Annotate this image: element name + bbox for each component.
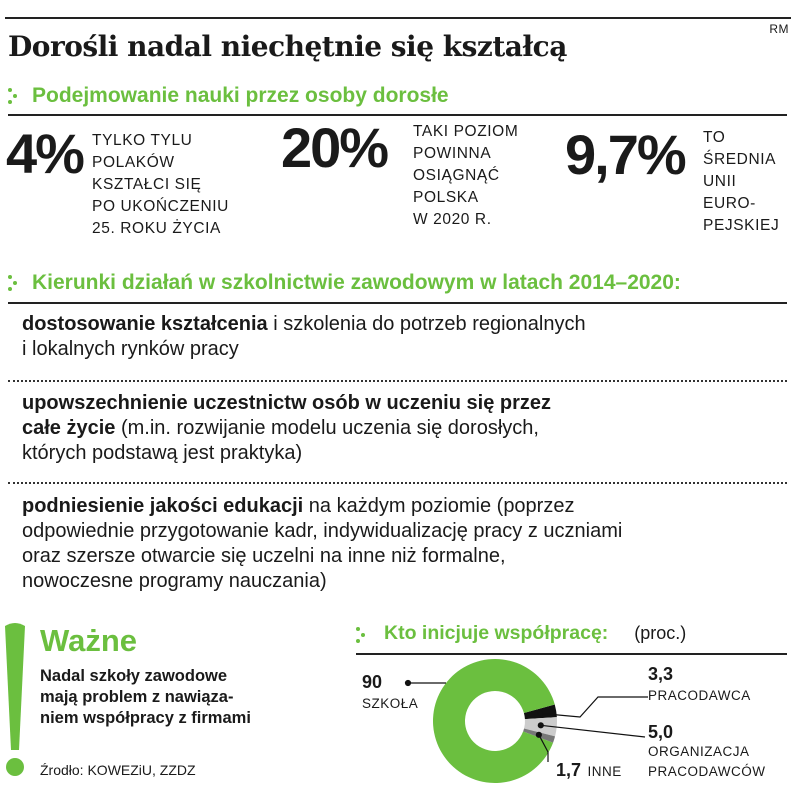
list-item-text: na każdym poziomie (poprzez odpowiednie … (22, 495, 623, 592)
leader-inne (538, 734, 549, 762)
divider (8, 380, 787, 382)
section1-heading: Podejmowanie nauki przez osoby dorosłe (8, 84, 449, 108)
leader-pracodawca (540, 696, 648, 718)
list-item: podniesienie jakości edukacji na każdym … (22, 494, 622, 594)
chart-rule (356, 653, 787, 655)
section2-heading-text: Kierunki działań w szkolnictwie zawodowy… (32, 271, 681, 294)
bullet-icon (8, 87, 22, 105)
leader-pracodawca-dot (537, 710, 544, 717)
corner-mark: RM (769, 22, 789, 36)
list-item-bold: dostosowanie kształcenia (22, 313, 268, 335)
important-text: Nadal szkoły zawodowe mają problem z naw… (40, 667, 251, 727)
inne-label-group: 1,7 INNE (556, 760, 622, 782)
stat-1-desc: TYLKO TYLU POLAKÓW KSZTAŁCI SIĘ PO UKOŃC… (92, 132, 229, 237)
leader-inne-dot (535, 731, 542, 738)
value-szkola: 90 (362, 672, 383, 692)
page-title: Dorośli nadal niechętnie się kształcą (8, 30, 567, 63)
label-szkola: SZKOŁA (362, 696, 419, 711)
bullet-icon (356, 626, 370, 644)
leader-organizacja (540, 724, 646, 738)
value-organizacja: 5,0 (648, 722, 674, 742)
section1-heading-text: Podejmowanie nauki przez osoby dorosłe (32, 84, 449, 107)
donut-slice-szkoła (433, 659, 555, 784)
list-item: upowszechnienie uczestnictw osób w uczen… (22, 391, 551, 466)
label-organizacja: ORGANIZACJA PRACODAWCÓW (648, 744, 766, 779)
list-item-bold: podniesienie jakości edukacji (22, 495, 304, 517)
list-item-text: (m.in. rozwijanie modelu uczenia się dor… (22, 417, 539, 464)
stat-3-desc: TO ŚREDNIA UNII EURO- PEJSKIEJ (703, 129, 780, 234)
stat-2-desc: TAKI POZIOM POWINNA OSIĄGNĄĆ POLSKA W 20… (413, 123, 519, 228)
value-inne: 1,7 (556, 760, 582, 780)
chart-title: Kto inicjuje współpracę: (384, 622, 609, 644)
list-item: dostosowanie kształcenia i szkolenia do … (22, 312, 586, 362)
section1-rule (8, 114, 787, 116)
top-rule (5, 17, 791, 19)
section2-heading: Kierunki działań w szkolnictwie zawodowy… (8, 271, 681, 295)
list-item-bold: upowszechnienie uczestnictw osób w uczen… (22, 392, 551, 439)
label-pracodawca: PRACODAWCA (648, 688, 751, 703)
bullet-icon (8, 274, 22, 292)
exclamation-icon (5, 623, 25, 776)
stat-3-value: 9,7% (565, 123, 687, 186)
leader-szkola-dot (404, 679, 412, 687)
section2-rule (8, 302, 787, 304)
label-inne: INNE (587, 764, 622, 779)
leader-organizacja-dot (537, 722, 544, 729)
chart-unit: (proc.) (634, 623, 687, 643)
important-heading: Ważne (40, 623, 138, 658)
value-pracodawca: 3,3 (648, 664, 674, 684)
chart-header: Kto inicjuje współpracę: (proc.) (356, 622, 686, 645)
stat-1-value: 4% (6, 122, 85, 185)
list-item-text: i szkolenia do potrzeb regionalnych i lo… (22, 313, 586, 360)
source-note: Źrodło: KOWEZiU, ZZDZ (40, 762, 196, 778)
stat-2-value: 20% (281, 116, 389, 179)
divider (8, 482, 787, 484)
